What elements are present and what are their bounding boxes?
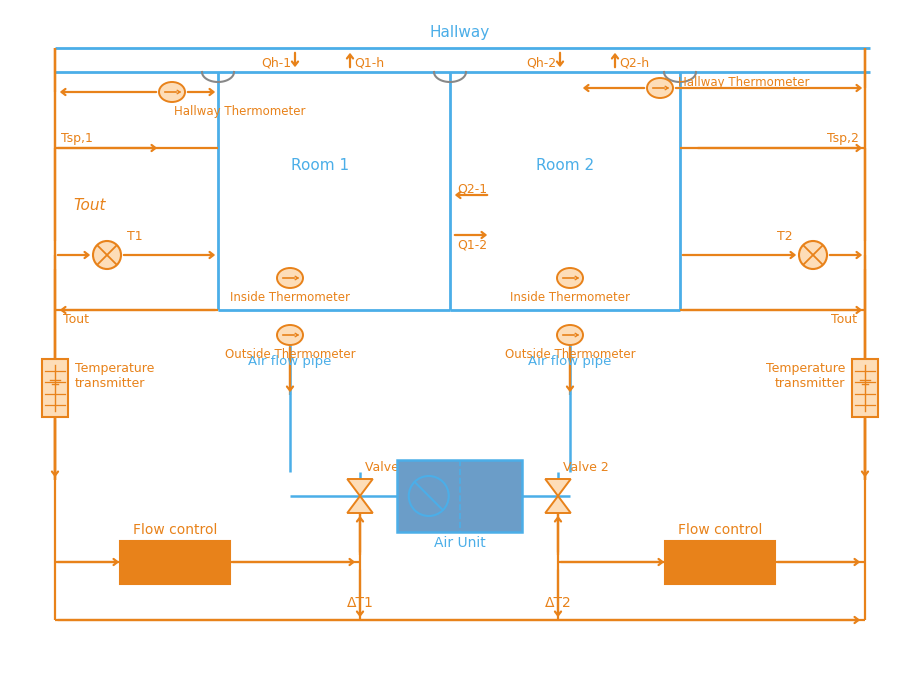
Text: Inside Thermometer: Inside Thermometer bbox=[509, 291, 630, 304]
Circle shape bbox=[93, 241, 121, 269]
FancyBboxPatch shape bbox=[397, 460, 522, 532]
Text: Qh-1: Qh-1 bbox=[261, 56, 290, 69]
Circle shape bbox=[798, 241, 826, 269]
Text: Air flow pipe: Air flow pipe bbox=[248, 355, 332, 368]
Text: Valve 1: Valve 1 bbox=[365, 461, 410, 474]
FancyBboxPatch shape bbox=[664, 541, 774, 583]
Text: T1: T1 bbox=[127, 230, 142, 243]
Text: Room 1: Room 1 bbox=[290, 157, 348, 173]
Text: Tout: Tout bbox=[830, 313, 857, 326]
FancyBboxPatch shape bbox=[119, 541, 230, 583]
Text: Temperature
transmitter: Temperature transmitter bbox=[75, 362, 154, 390]
Text: Air Unit: Air Unit bbox=[434, 536, 485, 550]
Text: Tout: Tout bbox=[62, 313, 89, 326]
Ellipse shape bbox=[556, 325, 583, 345]
Text: Hallway Thermometer: Hallway Thermometer bbox=[677, 76, 809, 89]
Polygon shape bbox=[545, 479, 570, 496]
Polygon shape bbox=[346, 496, 372, 513]
Text: Tsp,1: Tsp,1 bbox=[61, 132, 93, 145]
Text: Air flow pipe: Air flow pipe bbox=[528, 355, 611, 368]
Text: Flow control: Flow control bbox=[677, 523, 761, 537]
Text: Outside Thermometer: Outside Thermometer bbox=[224, 348, 355, 361]
Text: Q2-h: Q2-h bbox=[618, 56, 649, 69]
Text: Valve 2: Valve 2 bbox=[562, 461, 608, 474]
Text: Temperature
transmitter: Temperature transmitter bbox=[765, 362, 844, 390]
Text: Tout: Tout bbox=[73, 198, 106, 213]
Text: Room 2: Room 2 bbox=[536, 157, 594, 173]
Text: Outside Thermometer: Outside Thermometer bbox=[505, 348, 635, 361]
Ellipse shape bbox=[646, 78, 673, 98]
Text: ΔT1: ΔT1 bbox=[346, 596, 373, 610]
Text: Inside Thermometer: Inside Thermometer bbox=[230, 291, 349, 304]
Polygon shape bbox=[545, 496, 570, 513]
Text: Hallway Thermometer: Hallway Thermometer bbox=[174, 105, 305, 118]
Text: Hallway: Hallway bbox=[429, 24, 490, 40]
Text: Qh-2: Qh-2 bbox=[526, 56, 555, 69]
Ellipse shape bbox=[159, 82, 185, 102]
FancyBboxPatch shape bbox=[851, 359, 877, 417]
Ellipse shape bbox=[277, 268, 302, 288]
Text: ΔT2: ΔT2 bbox=[544, 596, 571, 610]
Text: Flow control: Flow control bbox=[132, 523, 217, 537]
FancyBboxPatch shape bbox=[42, 359, 68, 417]
Ellipse shape bbox=[556, 268, 583, 288]
Text: Q2-1: Q2-1 bbox=[457, 183, 486, 196]
Text: T2: T2 bbox=[777, 230, 792, 243]
Text: Tsp,2: Tsp,2 bbox=[826, 132, 858, 145]
Polygon shape bbox=[346, 479, 372, 496]
Text: Q1-h: Q1-h bbox=[354, 56, 384, 69]
Ellipse shape bbox=[277, 325, 302, 345]
Text: Q1-2: Q1-2 bbox=[457, 239, 486, 252]
